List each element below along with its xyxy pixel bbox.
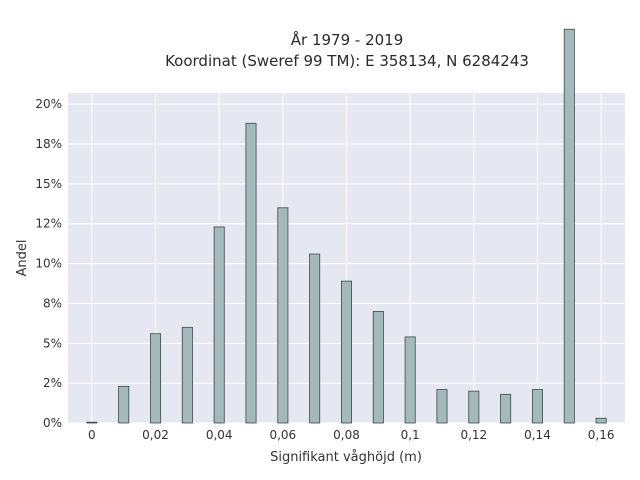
x-axis-label: Signifikant våghöjd (m) <box>270 450 422 465</box>
x-tick-label: 0,16 <box>588 428 615 442</box>
histogram-bar <box>86 421 98 424</box>
x-tick-label: 0,06 <box>269 428 296 442</box>
y-tick-label: 8% <box>43 296 62 310</box>
histogram-bar <box>404 336 416 424</box>
histogram-bar <box>372 311 384 424</box>
histogram-bar <box>500 393 512 424</box>
histogram-bar <box>595 417 607 424</box>
x-tick-label: 0,02 <box>142 428 169 442</box>
y-tick-label: 2% <box>43 376 62 390</box>
y-tick-label: 0% <box>43 416 62 430</box>
histogram-bar <box>436 389 448 424</box>
y-tick-label: 15% <box>35 177 62 191</box>
x-tick-label: 0 <box>88 428 96 442</box>
x-tick-label: 0,08 <box>333 428 360 442</box>
histogram-bar <box>118 385 130 424</box>
histogram-bar <box>341 280 352 424</box>
chart-title-line2: Koordinat (Sweref 99 TM): E 358134, N 62… <box>165 52 529 70</box>
histogram-bar <box>563 28 575 424</box>
histogram-bar <box>245 122 257 424</box>
x-tick-label: 0,12 <box>460 428 487 442</box>
y-tick-label: 10% <box>35 257 62 271</box>
histogram-bar <box>277 207 289 424</box>
histogram-bar <box>468 390 480 424</box>
y-axis-label: Andel <box>15 240 30 277</box>
x-tick-label: 0,14 <box>524 428 551 442</box>
histogram-bar <box>531 389 543 424</box>
y-axis-ticks: 0% 2% 5% 8% 10% 12% 15% 18% 20% <box>35 97 62 430</box>
y-tick-label: 12% <box>35 217 62 231</box>
y-tick-label: 5% <box>43 336 62 350</box>
histogram-bar <box>150 333 162 424</box>
y-tick-label: 18% <box>35 137 62 151</box>
x-tick-label: 0,04 <box>206 428 233 442</box>
x-axis-ticks: 0 0,02 0,04 0,06 0,08 0,1 0,12 0,14 0,16 <box>88 428 614 442</box>
histogram-bar <box>213 226 225 424</box>
bars <box>86 28 607 424</box>
histogram-bar <box>309 253 321 424</box>
chart-title-line1: År 1979 - 2019 <box>291 30 404 49</box>
histogram-bar <box>181 326 193 424</box>
x-tick-label: 0,1 <box>401 428 420 442</box>
y-tick-label: 20% <box>35 97 62 111</box>
